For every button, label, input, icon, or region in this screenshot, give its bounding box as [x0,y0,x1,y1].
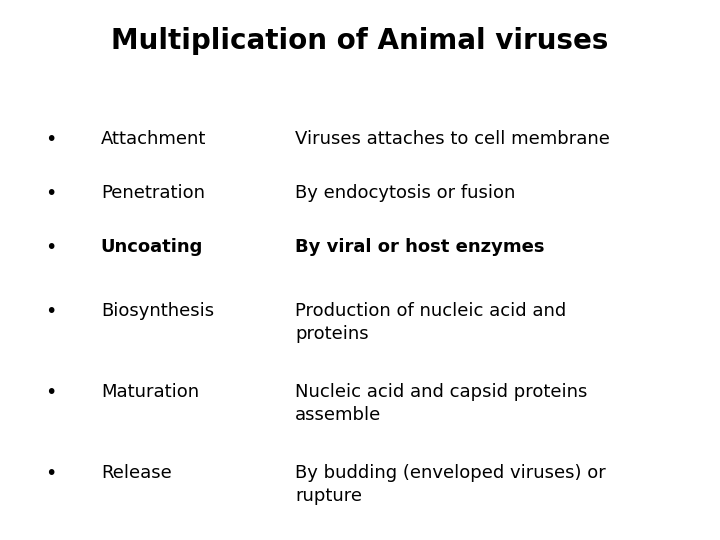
Text: Release: Release [101,464,171,482]
Text: •: • [45,464,56,483]
Text: Penetration: Penetration [101,184,204,201]
Text: •: • [45,184,56,202]
Text: •: • [45,130,56,148]
Text: Biosynthesis: Biosynthesis [101,302,214,320]
Text: By budding (enveloped viruses) or
rupture: By budding (enveloped viruses) or ruptur… [295,464,606,505]
Text: Production of nucleic acid and
proteins: Production of nucleic acid and proteins [295,302,567,343]
Text: Multiplication of Animal viruses: Multiplication of Animal viruses [112,27,608,55]
Text: Viruses attaches to cell membrane: Viruses attaches to cell membrane [295,130,610,147]
Text: •: • [45,238,56,256]
Text: By endocytosis or fusion: By endocytosis or fusion [295,184,516,201]
Text: Uncoating: Uncoating [101,238,203,255]
Text: Nucleic acid and capsid proteins
assemble: Nucleic acid and capsid proteins assembl… [295,383,588,424]
Text: •: • [45,383,56,402]
Text: Attachment: Attachment [101,130,206,147]
Text: •: • [45,302,56,321]
Text: By viral or host enzymes: By viral or host enzymes [295,238,545,255]
Text: Maturation: Maturation [101,383,199,401]
